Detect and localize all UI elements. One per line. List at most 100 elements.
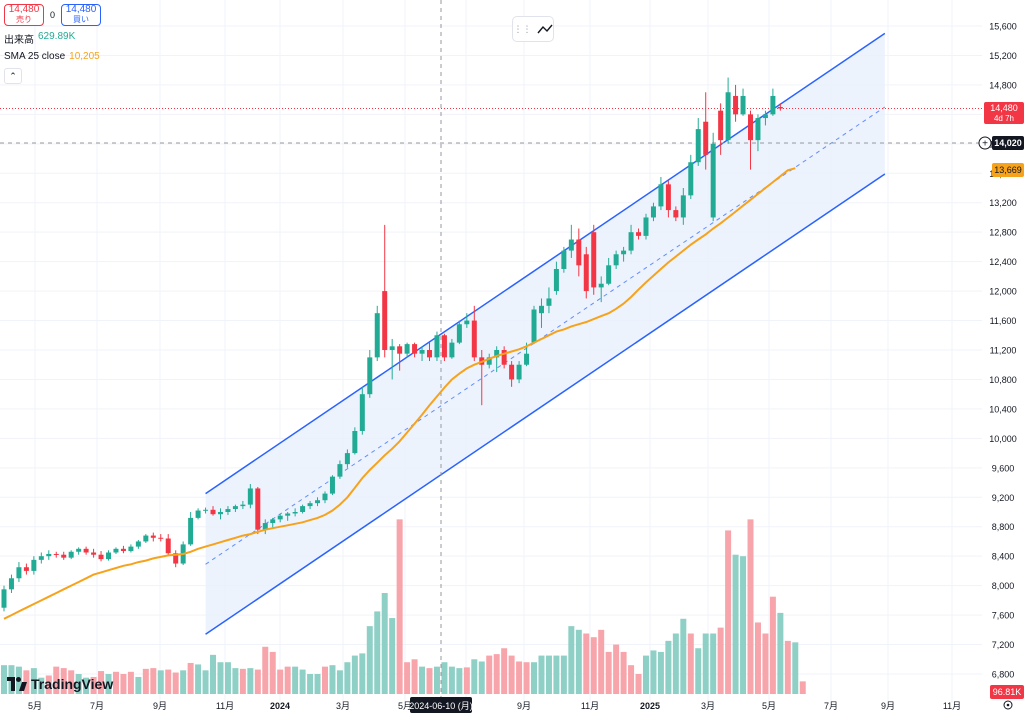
volume-bar — [30, 668, 37, 694]
volume-bar — [553, 655, 560, 694]
candle-body — [232, 506, 238, 510]
candle-body — [770, 95, 776, 115]
volume-bar — [732, 554, 739, 694]
time-tick-label: 7月 — [824, 701, 838, 711]
candle-body — [576, 239, 582, 266]
time-tick-label: 9月 — [153, 701, 167, 711]
volume-bar — [135, 676, 142, 694]
candle-body — [240, 504, 246, 507]
volume-bar — [127, 671, 134, 694]
volume-bar — [531, 662, 538, 694]
volume-bar — [277, 669, 284, 694]
candle-body — [352, 431, 358, 454]
volume-bar — [247, 668, 254, 694]
candle-body — [673, 210, 679, 218]
volume-bar — [493, 654, 500, 694]
price-tick-label: 10,800 — [989, 375, 1017, 385]
volume-bar — [344, 662, 351, 694]
candle-body — [344, 453, 350, 465]
spread-value: 0 — [50, 10, 56, 20]
candle-body — [598, 283, 604, 288]
candle-body — [91, 552, 97, 555]
volume-bar — [98, 671, 105, 694]
time-tick-label: 7月 — [90, 701, 104, 711]
candle-body — [762, 114, 768, 119]
candle-body — [307, 503, 313, 507]
time-tick-label: 5月 — [28, 701, 42, 711]
candle-body — [337, 464, 343, 477]
volume-bar — [142, 668, 149, 694]
buy-label: 買い — [73, 15, 90, 24]
volume-bar — [195, 664, 202, 694]
sma-legend[interactable]: SMA 25 close 10,205 — [4, 51, 101, 62]
candle-body — [688, 162, 694, 196]
price-tick-label: 15,200 — [989, 51, 1017, 61]
price-tick-label: 9,200 — [992, 493, 1015, 503]
volume-bar — [321, 666, 328, 694]
candle-body — [486, 357, 492, 365]
candle-body — [531, 309, 537, 343]
volume-value-label: 96.81K — [993, 687, 1022, 697]
volume-bar — [665, 640, 672, 694]
price-tick-label: 15,600 — [989, 22, 1017, 32]
time-tick-label: 3月 — [701, 701, 715, 711]
volume-bar — [75, 674, 82, 694]
volume-bar — [165, 669, 172, 694]
time-tick-label: 11月 — [943, 701, 961, 711]
chevron-up-icon[interactable]: ⌃ — [4, 68, 22, 84]
price-tick-label: 10,400 — [989, 404, 1017, 414]
volume-bar — [613, 644, 620, 694]
candle-body — [628, 232, 634, 251]
candle-body — [412, 344, 418, 354]
volume-bar — [792, 642, 799, 694]
volume-bar — [389, 618, 396, 694]
sma-legend-name: SMA 25 close — [4, 51, 66, 62]
volume-bar — [747, 519, 754, 694]
candle-body — [1, 589, 7, 608]
candle-body — [509, 364, 515, 380]
price-tick-label: 11,600 — [990, 316, 1017, 326]
time-tick-label: 5月 — [398, 701, 412, 711]
volume-bar — [68, 670, 75, 694]
volume-bar — [590, 637, 597, 694]
svg-text:+: + — [982, 139, 988, 150]
sell-button[interactable]: 14,480 売り — [4, 4, 44, 26]
countdown-label: 4d 7h — [994, 114, 1014, 123]
candle-body — [718, 110, 724, 141]
volume-bar — [650, 650, 657, 694]
volume-legend-name: 出来高 — [4, 35, 34, 46]
volume-bar — [486, 655, 493, 694]
volume-bar — [314, 674, 321, 694]
volume-bar — [269, 651, 276, 694]
candle-body — [404, 344, 410, 354]
drawing-toolbar[interactable]: ⋮⋮ — [512, 16, 554, 42]
candle-body — [188, 517, 194, 545]
crosshair-date-label: 2024-06-10 (月) — [409, 701, 473, 711]
trend-line-icon[interactable] — [536, 23, 553, 35]
candle-body — [636, 232, 642, 236]
sma-price-label: 13,669 — [994, 165, 1022, 175]
volume-bar — [478, 661, 485, 694]
candle-body — [277, 515, 283, 520]
candle-body — [733, 95, 739, 115]
volume-bar — [516, 661, 523, 694]
volume-bar — [605, 651, 612, 694]
volume-bar — [254, 669, 261, 694]
candle-body — [583, 254, 589, 292]
candle-body — [53, 553, 59, 555]
volume-bar — [501, 648, 508, 694]
volume-bar — [404, 662, 411, 694]
candle-body — [650, 206, 656, 218]
tradingview-logo[interactable]: TradingView — [7, 676, 113, 692]
volume-legend[interactable]: 出来高 629.89K — [4, 31, 101, 46]
settings-icon[interactable] — [1003, 700, 1013, 710]
candle-body — [98, 554, 104, 560]
buy-button[interactable]: 14,480 買い — [61, 4, 102, 26]
volume-bar — [762, 633, 769, 694]
candle-body — [285, 513, 291, 516]
volume-bar — [157, 670, 164, 694]
volume-bar — [799, 681, 806, 694]
drag-handle-icon[interactable]: ⋮⋮ — [513, 23, 532, 34]
volume-bar — [463, 667, 470, 694]
